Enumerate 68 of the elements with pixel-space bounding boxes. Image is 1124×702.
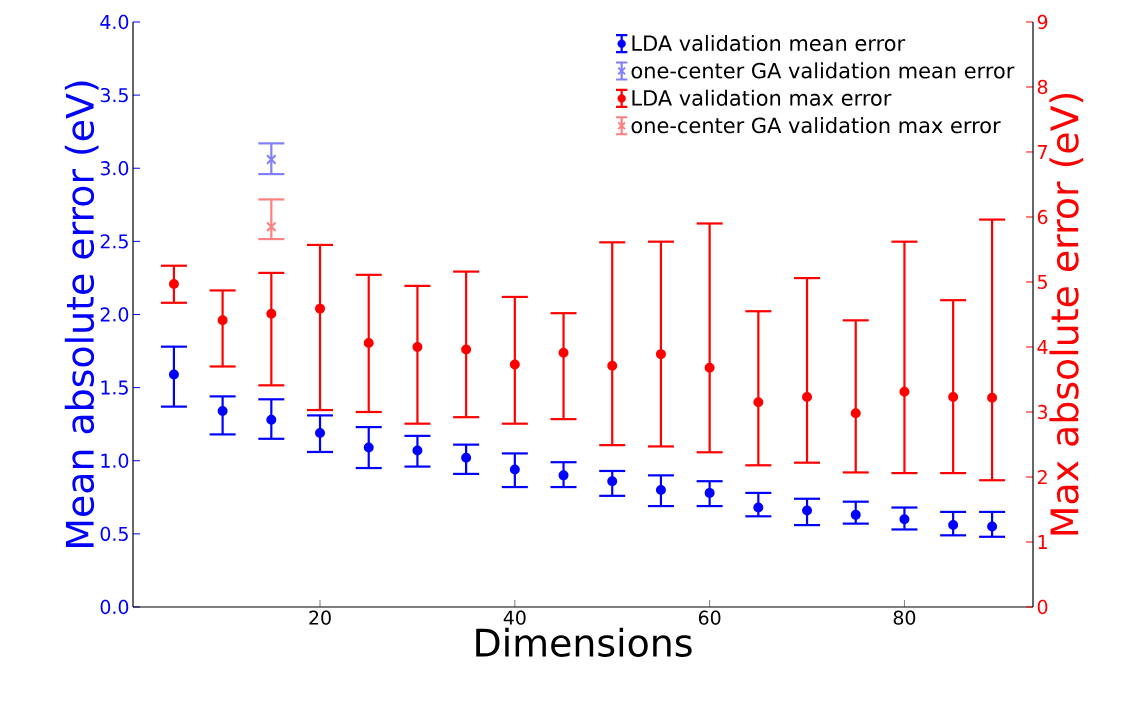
point [704,362,715,373]
y2-tick-label: 9 [1037,14,1048,30]
y-tick-label: 3.0 [100,161,129,176]
legend-label: one-center GA validation max error [631,117,1001,134]
y-tick-label: 4.0 [100,14,129,30]
y2-axis-title: Max absolute error (eV) [1049,93,1084,535]
point [948,520,959,531]
point [704,487,715,498]
y2-tick-label: 5 [1037,274,1047,290]
y2-tick-label: 7 [1038,145,1047,159]
point [217,406,228,417]
x-tick-label: 80 [893,610,916,625]
point [266,154,277,165]
point [509,464,520,475]
point [461,452,472,463]
point [802,505,813,516]
point [168,278,179,289]
y-tick-label: 1.0 [101,453,129,468]
point [461,344,472,355]
point [558,470,569,481]
y2-tick-label: 2 [1037,469,1047,485]
point [266,221,277,232]
point [266,414,277,425]
point [802,392,813,403]
point [266,308,277,319]
legend-label: LDA validation max error [632,89,892,106]
point [509,359,520,370]
x-tick-label: 60 [698,610,721,625]
point [412,445,423,456]
y-tick-label: 0.0 [100,599,129,615]
point [412,341,423,352]
point [607,476,618,487]
point [315,303,326,314]
y2-tick-label: 0 [1037,599,1048,615]
y-tick-label: 3.5 [100,87,128,103]
point [899,514,910,525]
point [558,347,569,358]
point [753,502,764,513]
point [315,427,326,438]
point [987,392,998,403]
point [948,392,959,403]
point [850,509,861,520]
point [217,315,228,326]
point [168,369,179,380]
legend-label: LDA validation mean error [632,34,906,52]
y-axis-title: Mean absolute error (eV) [64,81,99,547]
point [655,484,666,495]
point [363,442,374,453]
x-axis-title: Dimensions [476,627,692,657]
y2-tick-label: 1 [1038,535,1047,549]
y-tick-label: 2.5 [100,234,128,249]
point [987,521,998,532]
point [363,338,374,349]
x-tick-label: 40 [503,610,526,625]
point [850,408,861,419]
point [753,397,764,408]
point [899,386,910,397]
y-tick-label: 0.5 [100,526,128,542]
y2-tick-label: 8 [1037,79,1048,95]
x-tick-label: 20 [309,610,331,625]
y-tick-label: 1.5 [101,380,128,395]
legend-label: one-center GA validation mean error [631,62,1015,79]
point [607,360,618,371]
y2-tick-label: 3 [1037,404,1048,420]
y-tick-label: 2.0 [100,307,129,322]
y2-tick-label: 4 [1037,340,1048,354]
y2-tick-label: 6 [1037,209,1048,225]
point [655,349,666,360]
